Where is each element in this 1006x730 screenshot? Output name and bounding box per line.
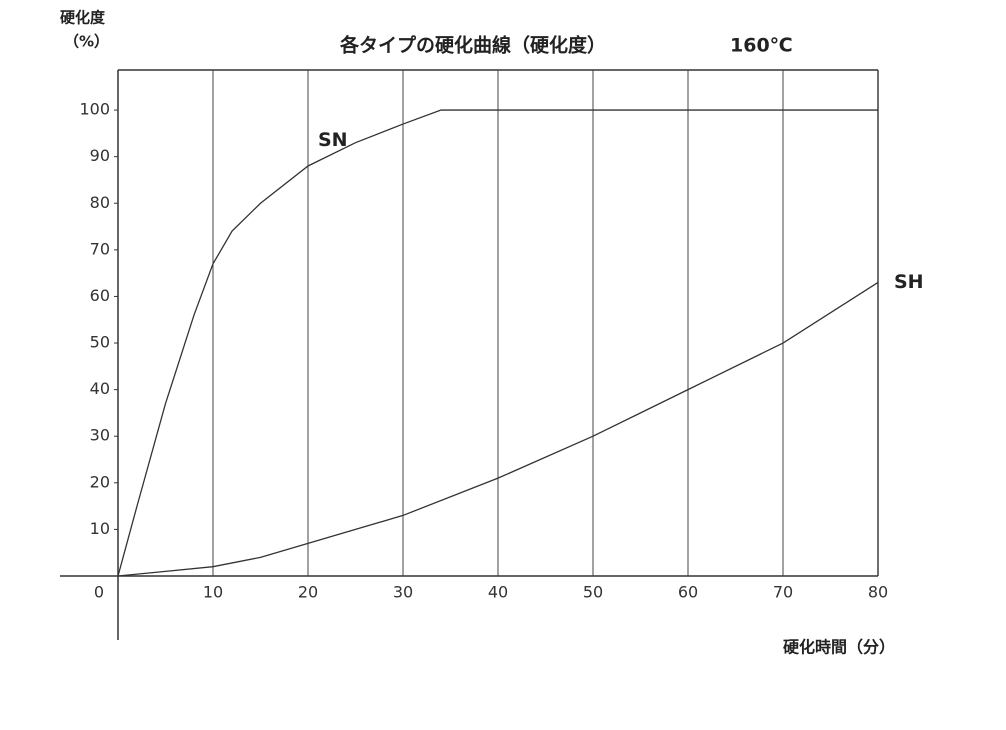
- line: [117, 109, 878, 577]
- x-tick-label: 20: [298, 583, 318, 602]
- y-tick-label: 80: [90, 193, 110, 212]
- y-tick-label: 70: [90, 239, 110, 258]
- y-tick-label: 20: [90, 472, 110, 491]
- y-tick-label: 50: [90, 333, 110, 352]
- x-tick-label: 50: [583, 583, 603, 602]
- y-axis-label: 硬化度: [60, 9, 106, 27]
- x-tick-label: 10: [203, 583, 223, 602]
- y-tick-label: 100: [79, 100, 110, 119]
- y-axis-unit: （%）: [64, 33, 109, 51]
- y-tick-label: 0: [94, 583, 104, 602]
- line: [117, 281, 879, 577]
- y-tick-label: 90: [90, 146, 110, 165]
- chart-subtitle: 160℃: [730, 35, 793, 57]
- y-tick-label: 60: [90, 286, 110, 305]
- x-tick-label: 80: [868, 583, 888, 602]
- chart-title: 各タイプの硬化曲線（硬化度）: [339, 34, 606, 57]
- x-tick-label: 70: [773, 583, 793, 602]
- y-tick-label: 30: [90, 426, 110, 445]
- series-label: SH: [894, 271, 924, 293]
- x-tick-label: 30: [393, 583, 413, 602]
- y-tick-label: 40: [90, 379, 110, 398]
- series-label: SN: [318, 129, 348, 151]
- x-tick-label: 40: [488, 583, 508, 602]
- y-tick-label: 10: [90, 519, 110, 538]
- x-axis-label: 硬化時間（分）: [783, 638, 895, 657]
- x-tick-label: 60: [678, 583, 698, 602]
